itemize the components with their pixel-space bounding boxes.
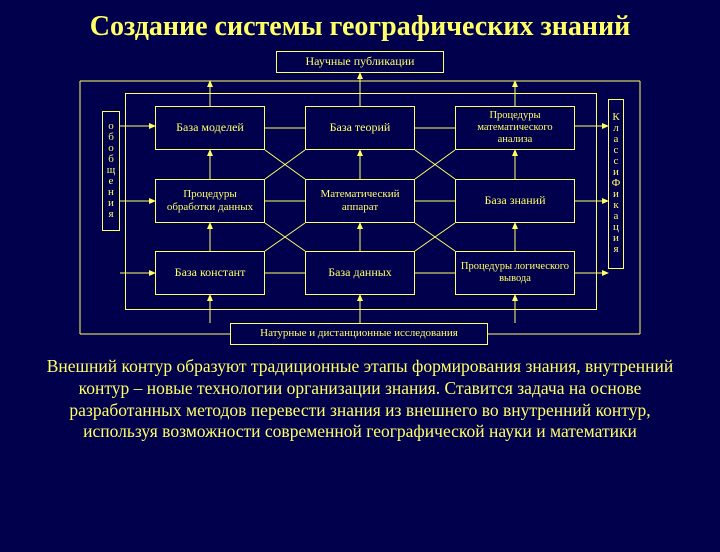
box-r1c3: Процедуры математического анализа [455, 106, 575, 150]
box-top: Научные публикации [276, 51, 444, 73]
page-title: Создание системы географических знаний [20, 12, 700, 43]
box-r1c1: База моделей [155, 106, 265, 150]
box-right-vertical: КлассиФикация [608, 99, 624, 269]
box-r3c3: Процедуры логического вывода [455, 251, 575, 295]
diagram-container: Научные публикации обобщения КлассиФикац… [60, 51, 660, 346]
box-r3c1: База констант [155, 251, 265, 295]
box-r2c3: База знаний [455, 179, 575, 223]
footer-text: Внешний контур образуют традиционные эта… [40, 356, 680, 444]
box-r2c1: Процедуры обработки данных [155, 179, 265, 223]
box-r1c2: База теорий [305, 106, 415, 150]
box-bottom: Натурные и дистанционные исследования [230, 323, 488, 345]
box-left-vertical: обобщения [102, 111, 120, 231]
box-r2c2: Математический аппарат [305, 179, 415, 223]
box-r3c2: База данных [305, 251, 415, 295]
